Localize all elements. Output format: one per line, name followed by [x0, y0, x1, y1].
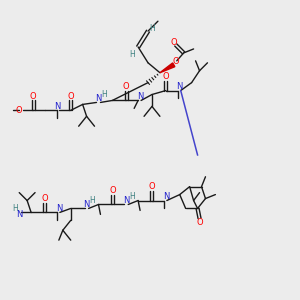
Text: N: N — [137, 92, 143, 101]
Text: N: N — [56, 204, 62, 213]
Polygon shape — [160, 63, 175, 73]
Text: O: O — [170, 38, 177, 46]
Text: H: H — [90, 196, 95, 205]
Text: H: H — [12, 204, 18, 213]
Text: N: N — [95, 94, 102, 103]
Text: O: O — [149, 182, 155, 191]
Text: H: H — [102, 90, 107, 99]
Text: N: N — [16, 210, 22, 219]
Text: N: N — [83, 200, 90, 209]
Text: O: O — [30, 92, 36, 101]
Text: O: O — [123, 82, 130, 91]
Text: H: H — [129, 50, 135, 59]
Text: O: O — [172, 57, 179, 66]
Text: O: O — [68, 92, 74, 101]
Text: O: O — [163, 72, 169, 81]
Text: O: O — [42, 194, 48, 203]
Text: O: O — [109, 186, 116, 195]
Text: H: H — [149, 24, 155, 33]
Text: H: H — [129, 192, 135, 201]
Text: N: N — [163, 192, 169, 201]
Text: N: N — [54, 102, 60, 111]
Text: N: N — [176, 82, 183, 91]
Text: O: O — [196, 218, 203, 227]
Text: O: O — [16, 106, 22, 115]
Text: N: N — [123, 196, 129, 205]
